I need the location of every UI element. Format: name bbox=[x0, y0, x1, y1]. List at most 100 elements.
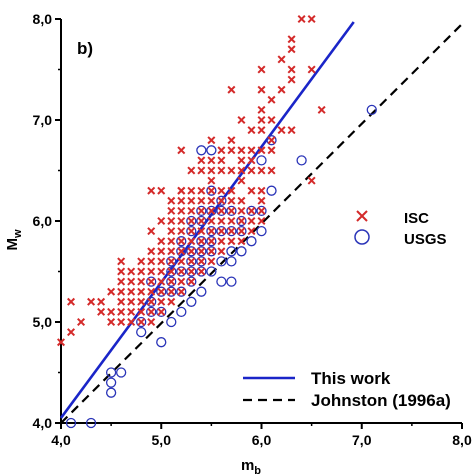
isc-point bbox=[187, 267, 196, 276]
isc-point bbox=[137, 257, 146, 266]
isc-point bbox=[197, 196, 206, 205]
isc-point bbox=[187, 166, 196, 175]
johnston-line bbox=[60, 23, 463, 424]
isc-point bbox=[67, 328, 76, 337]
isc-point bbox=[217, 227, 226, 236]
isc-point bbox=[147, 247, 156, 256]
isc-point bbox=[247, 206, 256, 215]
isc-point bbox=[267, 146, 276, 155]
isc-point bbox=[147, 297, 156, 306]
isc-point bbox=[177, 196, 186, 205]
legend-isc-label: ISC bbox=[404, 210, 429, 227]
isc-point bbox=[247, 146, 256, 155]
isc-point bbox=[177, 237, 186, 246]
usgs-point bbox=[166, 256, 177, 267]
usgs-point bbox=[216, 276, 227, 287]
isc-point bbox=[187, 257, 196, 266]
isc-point bbox=[227, 146, 236, 155]
isc-point bbox=[157, 257, 166, 266]
isc-point bbox=[207, 216, 216, 226]
usgs-point bbox=[206, 225, 217, 237]
y-tick-label: 8,0 bbox=[33, 11, 53, 27]
isc-point bbox=[257, 206, 266, 215]
usgs-point bbox=[226, 246, 237, 257]
isc-point bbox=[227, 136, 236, 145]
usgs-point bbox=[206, 205, 217, 217]
isc-point bbox=[187, 186, 196, 195]
isc-point bbox=[117, 317, 126, 327]
usgs-point bbox=[136, 316, 147, 328]
isc-point bbox=[167, 196, 176, 205]
isc-point bbox=[237, 216, 246, 226]
isc-point bbox=[227, 166, 236, 175]
usgs-point bbox=[206, 266, 217, 277]
usgs-point bbox=[166, 276, 177, 287]
usgs-point bbox=[146, 296, 157, 307]
usgs-point bbox=[196, 236, 207, 247]
isc-point bbox=[207, 136, 216, 145]
isc-point bbox=[257, 115, 266, 125]
isc-point bbox=[177, 257, 186, 266]
usgs-point bbox=[85, 417, 97, 429]
isc-point bbox=[307, 14, 316, 24]
isc-point bbox=[207, 206, 216, 215]
isc-point bbox=[257, 65, 266, 74]
isc-point bbox=[107, 317, 116, 327]
isc-point bbox=[257, 196, 266, 205]
isc-point bbox=[187, 277, 196, 286]
isc-point bbox=[257, 216, 266, 226]
isc-point bbox=[127, 307, 136, 316]
legend-isc-glyph bbox=[356, 210, 368, 222]
x-tick-label: 6,0 bbox=[252, 432, 272, 448]
isc-point bbox=[287, 45, 296, 54]
isc-point bbox=[277, 55, 286, 64]
isc-point bbox=[227, 216, 236, 226]
usgs-point bbox=[196, 286, 207, 297]
panel-label: b) bbox=[77, 39, 93, 58]
isc-point bbox=[227, 186, 236, 195]
isc-point bbox=[207, 176, 216, 185]
isc-point bbox=[167, 277, 176, 286]
isc-point bbox=[227, 237, 236, 246]
isc-point bbox=[167, 216, 176, 226]
isc-point bbox=[127, 287, 136, 296]
usgs-point bbox=[196, 205, 207, 217]
usgs-point bbox=[266, 135, 277, 146]
x-tick-label: 7,0 bbox=[352, 432, 372, 448]
isc-point bbox=[267, 115, 276, 125]
usgs-point bbox=[216, 205, 227, 217]
isc-point bbox=[277, 85, 286, 94]
isc-point bbox=[177, 146, 186, 155]
isc-point bbox=[137, 307, 146, 316]
legend-johnston: Johnston (1996a) bbox=[243, 391, 451, 410]
isc-point bbox=[97, 297, 106, 306]
y-tick-label: 5,0 bbox=[33, 314, 53, 330]
isc-point bbox=[237, 176, 246, 185]
isc-point bbox=[257, 166, 266, 175]
isc-point bbox=[177, 206, 186, 215]
isc-point bbox=[257, 126, 266, 135]
isc-point bbox=[197, 156, 206, 165]
usgs-point bbox=[136, 326, 147, 338]
usgs-point bbox=[256, 155, 267, 166]
isc-point bbox=[157, 297, 166, 306]
isc-point bbox=[137, 317, 146, 327]
isc-point bbox=[137, 267, 146, 276]
isc-point bbox=[257, 105, 266, 114]
usgs-point bbox=[196, 145, 207, 156]
isc-point bbox=[137, 297, 146, 306]
isc-point bbox=[147, 186, 156, 195]
isc-point bbox=[197, 237, 206, 246]
isc-series bbox=[56, 14, 326, 347]
legend-usgs-glyph bbox=[354, 229, 370, 245]
isc-point bbox=[277, 126, 286, 135]
usgs-point bbox=[186, 215, 197, 227]
usgs-point bbox=[176, 236, 187, 247]
usgs-point bbox=[186, 225, 197, 237]
usgs-point bbox=[105, 367, 117, 378]
x-tick-label: 5,0 bbox=[152, 432, 172, 448]
isc-point bbox=[67, 297, 76, 306]
usgs-point bbox=[256, 225, 267, 237]
isc-point bbox=[167, 206, 176, 215]
